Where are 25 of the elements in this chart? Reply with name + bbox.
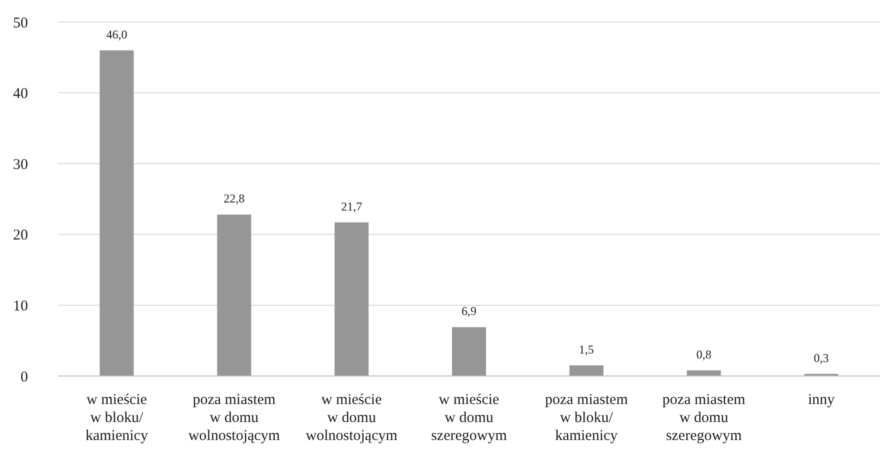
data-label: 6,9: [462, 304, 476, 318]
y-tick-label: 10: [13, 298, 28, 314]
y-tick-label: 40: [13, 86, 28, 102]
data-label: 46,0: [106, 27, 128, 42]
y-tick-label: 50: [13, 15, 28, 32]
data-label: 0,3: [814, 350, 829, 365]
y-tick-label: 30: [13, 156, 28, 173]
x-tick-label: inny: [808, 392, 836, 408]
y-tick-label: 0: [20, 369, 28, 386]
x-tick-label: poza miastem w bloku/ kamienicy: [544, 392, 628, 444]
data-label: 0,8: [696, 347, 712, 362]
x-tick-label: poza miastem w domu wolnostojącym: [188, 392, 280, 444]
x-tick-label: w mieście w bloku/ kamienicy: [85, 392, 148, 444]
x-tick-label: poza miastem w domu szeregowym: [662, 392, 746, 444]
bar: [569, 365, 604, 376]
bar: [217, 214, 252, 376]
bar: [334, 222, 369, 376]
bar: [100, 50, 134, 376]
data-label: 22,8: [224, 192, 245, 206]
x-tick-label: w mieście w domu wolnostojącym: [306, 392, 398, 444]
bar: [452, 327, 486, 376]
data-label: 1,5: [578, 342, 594, 356]
data-label: 21,7: [341, 199, 362, 214]
x-tick-label: w mieście w domu szeregowym: [431, 392, 508, 444]
y-tick-label: 20: [13, 228, 28, 244]
